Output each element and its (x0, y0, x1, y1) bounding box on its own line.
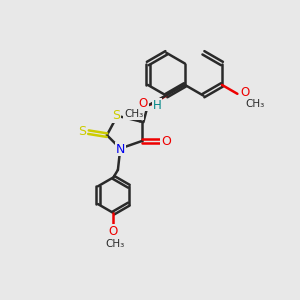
Text: CH₃: CH₃ (105, 239, 124, 249)
Text: N: N (116, 142, 125, 156)
Text: O: O (240, 86, 250, 99)
Text: CH₃: CH₃ (124, 109, 143, 119)
Text: O: O (109, 225, 118, 238)
Text: CH₃: CH₃ (245, 99, 264, 109)
Text: O: O (161, 135, 171, 148)
Text: H: H (152, 99, 161, 112)
Text: S: S (78, 125, 86, 138)
Text: O: O (139, 97, 148, 110)
Text: S: S (112, 109, 120, 122)
